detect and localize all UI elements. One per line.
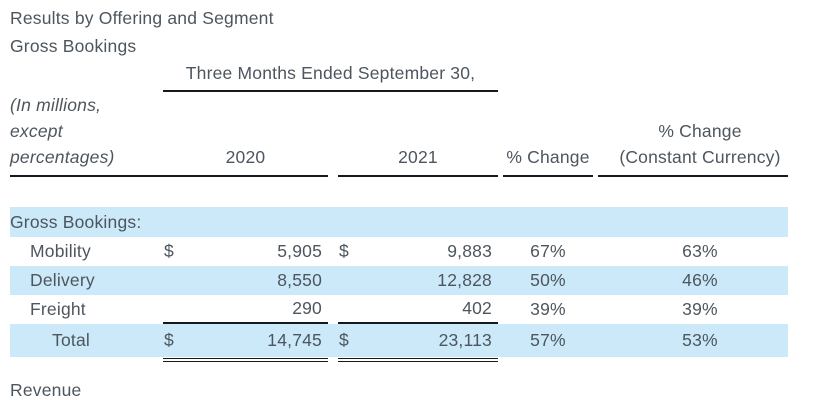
column-header-2020: 2020: [163, 144, 328, 177]
column-header-2021: 2021: [338, 144, 498, 177]
column-header-pct-change-cc-line-1: % Change: [658, 121, 742, 141]
pct-change-cc-value: 53%: [682, 330, 718, 350]
value-2020: 14,745: [267, 330, 322, 350]
cell-2021: $ 9,883: [338, 237, 498, 266]
pct-change-cc-value: 39%: [682, 299, 718, 319]
cell-2020: 8,550: [163, 266, 328, 295]
pct-change-value: 67%: [530, 241, 566, 261]
total-double-rule: [10, 357, 788, 364]
value-2020: 8,550: [277, 270, 322, 290]
currency-symbol-2020: $: [164, 241, 174, 261]
column-header-pct-change: % Change: [498, 144, 598, 177]
units-note-line-2: except: [10, 121, 63, 141]
rule-spacer: [598, 357, 788, 364]
currency-symbol-2020: $: [164, 330, 174, 350]
value-2021: 9,883: [447, 241, 492, 261]
pct-change-cc-value: 63%: [682, 241, 718, 261]
value-2020: 5,905: [277, 241, 322, 261]
cell-2020: $ 14,745: [163, 324, 328, 357]
row-label: Freight: [30, 299, 86, 319]
table-row-section: Gross Bookings:: [10, 207, 788, 237]
units-note: (In millions, except percentages): [10, 92, 163, 177]
column-gap: [328, 266, 338, 295]
column-gap: [328, 324, 338, 357]
pct-change-value: 39%: [530, 299, 566, 319]
period-header-label: Three Months Ended September 30,: [185, 63, 476, 83]
cell-2021: 12,828: [338, 266, 498, 295]
value-2021: 23,113: [438, 330, 492, 350]
cell-2021: $ 23,113: [338, 324, 498, 357]
table-row-mobility: Mobility $ 5,905 $ 9,883 67% 63%: [10, 237, 788, 266]
row-label: Delivery: [30, 270, 95, 290]
cell-2020: $ 5,905: [163, 237, 328, 266]
period-header: Three Months Ended September 30,: [163, 61, 498, 92]
pct-change-value: 50%: [530, 270, 566, 290]
rule-spacer: [10, 357, 163, 364]
section-title: Gross Bookings: [10, 36, 137, 56]
column-header-pct-change-cc: % Change (Constant Currency): [598, 118, 788, 177]
table-row-total: Total $ 14,745 $ 23,113 57% 53%: [10, 324, 788, 357]
pct-change-cc-value: 46%: [682, 270, 718, 290]
table-row-freight: Freight 290 402 39% 39%: [10, 295, 788, 324]
currency-symbol-2021: $: [339, 241, 349, 261]
cell-2020: 290: [163, 295, 328, 324]
units-note-line-1: (In millions,: [10, 95, 102, 115]
double-rule-2021: [338, 357, 498, 364]
cell-2021: 402: [338, 295, 498, 324]
value-2020: 290: [292, 298, 322, 318]
rule-spacer: [328, 357, 338, 364]
value-2021: 12,828: [437, 270, 492, 290]
column-header-pct-change-label: % Change: [503, 144, 593, 177]
pct-change-value: 57%: [530, 330, 566, 350]
column-gap: [328, 237, 338, 266]
column-gap: [328, 295, 338, 324]
row-label: Total: [52, 330, 90, 350]
gross-bookings-table: Gross Bookings: Mobility $ 5,905 $ 9,883…: [10, 207, 788, 364]
page-title: Results by Offering and Segment: [10, 8, 274, 28]
value-2021: 402: [462, 298, 492, 318]
units-note-line-3: percentages): [10, 147, 115, 167]
currency-symbol-2021: $: [339, 330, 349, 350]
report-page: Results by Offering and Segment Gross Bo…: [10, 4, 788, 401]
next-section-label: Revenue: [10, 380, 82, 400]
rule-spacer: [498, 357, 598, 364]
row-label: Mobility: [30, 241, 91, 261]
column-header-pct-change-cc-line-2: (Constant Currency): [619, 147, 781, 167]
table-header-row: (In millions, except percentages) 2020 2…: [10, 92, 788, 177]
table-row-delivery: Delivery 8,550 12,828 50% 46%: [10, 266, 788, 295]
double-rule-2020: [163, 357, 328, 364]
section-label: Gross Bookings:: [10, 211, 142, 232]
